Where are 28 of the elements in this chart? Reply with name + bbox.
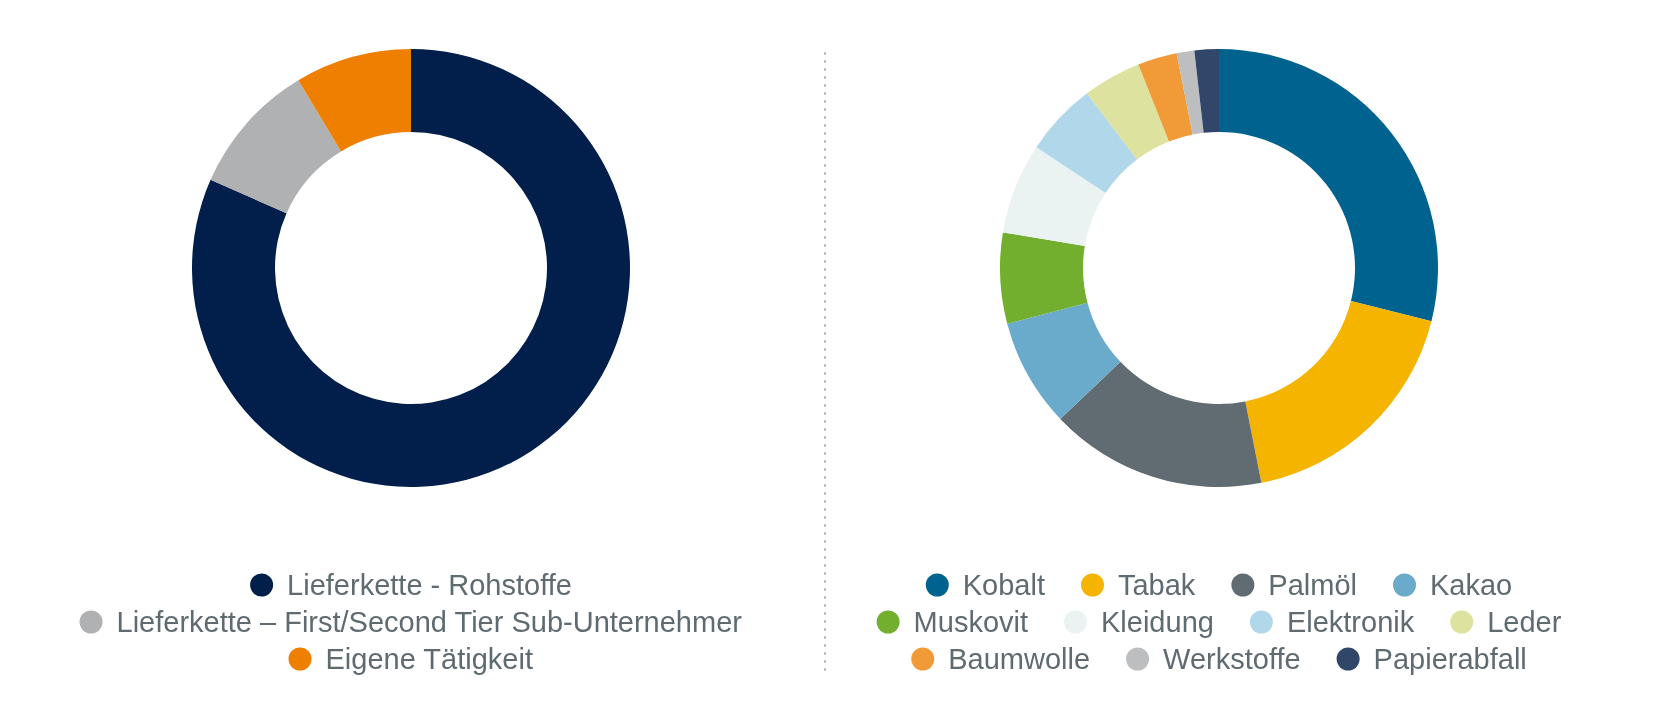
- donut-slice: [298, 49, 411, 152]
- legend-label: Baumwolle: [948, 643, 1091, 676]
- donut-slice: [1007, 302, 1121, 419]
- legend-label: Palmöl: [1268, 569, 1358, 602]
- donut-slice: [1219, 49, 1438, 322]
- legend-label: Muskovit: [913, 606, 1029, 639]
- donut-slice: [1138, 53, 1193, 142]
- legend-label: Lieferkette – First/Second Tier Sub-Unternehmer: [116, 606, 743, 639]
- legend-label: Leder: [1487, 606, 1562, 639]
- legend-label: Werkstoffe: [1163, 643, 1301, 676]
- donut-slice: [1000, 232, 1088, 324]
- legend-label: Lieferkette - Rohstoffe: [287, 569, 572, 602]
- legend-label: Kleidung: [1101, 606, 1214, 639]
- donut-slice: [192, 49, 630, 487]
- donut-slice: [1060, 361, 1262, 487]
- legend-label: Kobalt: [962, 569, 1045, 602]
- legend-label: Elektronik: [1286, 606, 1415, 639]
- donut-slice: [1036, 93, 1137, 193]
- donut-slice: [1086, 64, 1169, 160]
- donut-slice: [1245, 300, 1432, 483]
- donut-slice: [1194, 49, 1219, 133]
- legend-label: Eigene Tätigkeit: [325, 643, 533, 676]
- legend-label: Tabak: [1117, 569, 1196, 602]
- donut-slice: [1176, 50, 1204, 135]
- donut-slice: [1002, 147, 1106, 246]
- donut-slice: [210, 80, 342, 214]
- legend-label: Kakao: [1430, 569, 1513, 602]
- legend-label: Papierabfall: [1373, 643, 1527, 676]
